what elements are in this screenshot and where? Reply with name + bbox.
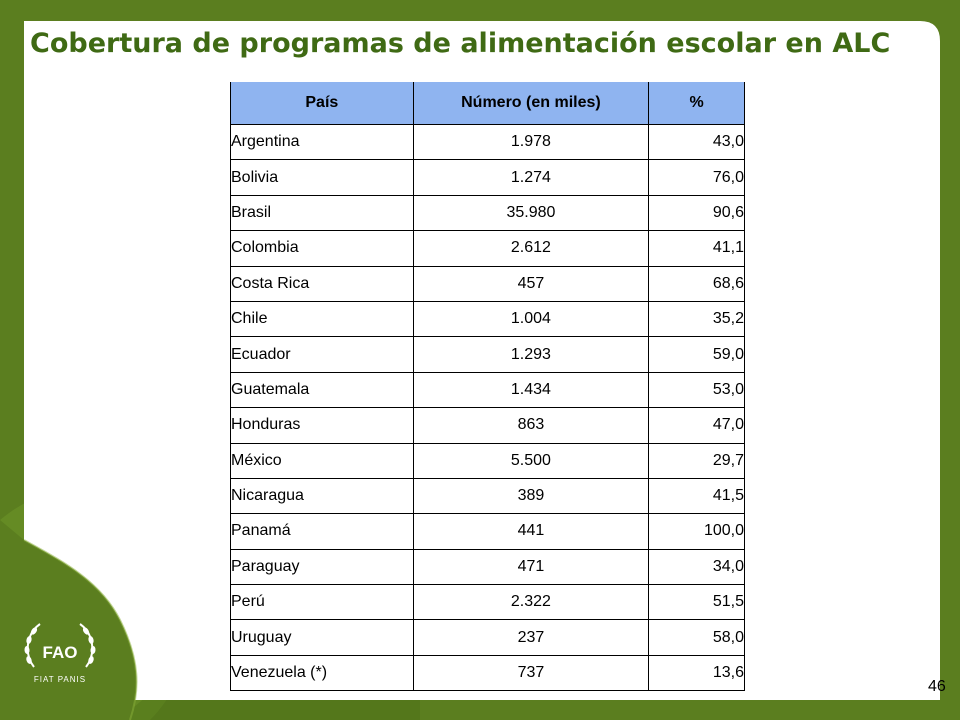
percent-cell: 43,0 [648,124,745,161]
country-cell: Chile [230,301,414,338]
header-country: País [230,82,414,125]
table-row: Bolivia 1.274 76,0 [230,159,745,196]
number-cell: 1.274 [412,159,650,196]
table-row: Venezuela (*) 737 13,6 [230,655,745,692]
percent-cell: 13,6 [648,655,745,692]
number-cell: 863 [412,407,650,444]
country-cell: Perú [230,584,414,621]
number-cell: 2.612 [412,230,650,267]
table-row: Ecuador 1.293 59,0 [230,336,745,373]
country-cell: Nicaragua [230,478,414,515]
country-cell: Bolivia [230,159,414,196]
table-row: Nicaragua 389 41,5 [230,478,745,515]
percent-cell: 76,0 [648,159,745,196]
number-cell: 737 [412,655,650,692]
number-cell: 389 [412,478,650,515]
percent-cell: 90,6 [648,195,745,232]
coverage-table: País Número (en miles) % Argentina 1.978 4… [230,82,745,692]
country-cell: Guatemala [230,372,414,409]
country-cell: Paraguay [230,549,414,586]
country-cell: Ecuador [230,336,414,373]
number-cell: 471 [412,549,650,586]
country-cell: Colombia [230,230,414,267]
country-cell: Honduras [230,407,414,444]
table-row: Honduras 863 47,0 [230,407,745,444]
table-row: Costa Rica 457 68,6 [230,266,745,302]
percent-cell: 41,1 [648,230,745,267]
number-cell: 1.293 [412,336,650,373]
percent-cell: 41,5 [648,478,745,515]
number-cell: 1.978 [412,124,650,161]
percent-cell: 29,7 [648,443,745,479]
table-row: Colombia 2.612 41,1 [230,230,745,267]
country-cell: Brasil [230,195,414,232]
percent-cell: 100,0 [648,513,745,550]
country-cell: México [230,443,414,479]
percent-cell: 51,5 [648,584,745,621]
fao-logo-icon: FAO FIAT PANIS [24,623,96,684]
table-row: Brasil 35.980 90,6 [230,195,745,232]
percent-cell: 35,2 [648,301,745,338]
percent-cell: 68,6 [648,266,745,302]
fao-logo-text: FAO [43,643,78,662]
country-cell: Panamá [230,513,414,550]
table-row: Panamá 441 100,0 [230,513,745,550]
percent-cell: 34,0 [648,549,745,586]
number-cell: 1.434 [412,372,650,409]
number-cell: 457 [412,266,650,302]
table-body: Argentina 1.978 43,0 Bolivia 1.274 76,0 Brasil… [230,124,745,692]
table-row: Guatemala 1.434 53,0 [230,372,745,409]
table-header-row: País Número (en miles) % [230,82,745,125]
table-row: México 5.500 29,7 [230,443,745,479]
number-cell: 1.004 [412,301,650,338]
header-number: Número (en miles) [412,82,650,125]
number-cell: 35.980 [412,195,650,232]
percent-cell: 58,0 [648,619,745,656]
percent-cell: 53,0 [648,372,745,409]
table-row: Uruguay 237 58,0 [230,619,745,656]
number-cell: 5.500 [412,443,650,479]
header-percent: % [648,82,745,125]
country-cell: Argentina [230,124,414,161]
table-row: Perú 2.322 51,5 [230,584,745,621]
table-row: Argentina 1.978 43,0 [230,124,745,161]
country-cell: Venezuela (*) [230,655,414,692]
fiat-panis-text: FIAT PANIS [34,675,86,684]
number-cell: 441 [412,513,650,550]
page-number: 46 [928,678,946,695]
country-cell: Costa Rica [230,266,414,302]
number-cell: 2.322 [412,584,650,621]
number-cell: 237 [412,619,650,656]
table-row: Chile 1.004 35,2 [230,301,745,338]
country-cell: Uruguay [230,619,414,656]
table-row: Paraguay 471 34,0 [230,549,745,586]
slide-title: Cobertura de programas de alimentación e… [30,28,891,59]
percent-cell: 47,0 [648,407,745,444]
percent-cell: 59,0 [648,336,745,373]
